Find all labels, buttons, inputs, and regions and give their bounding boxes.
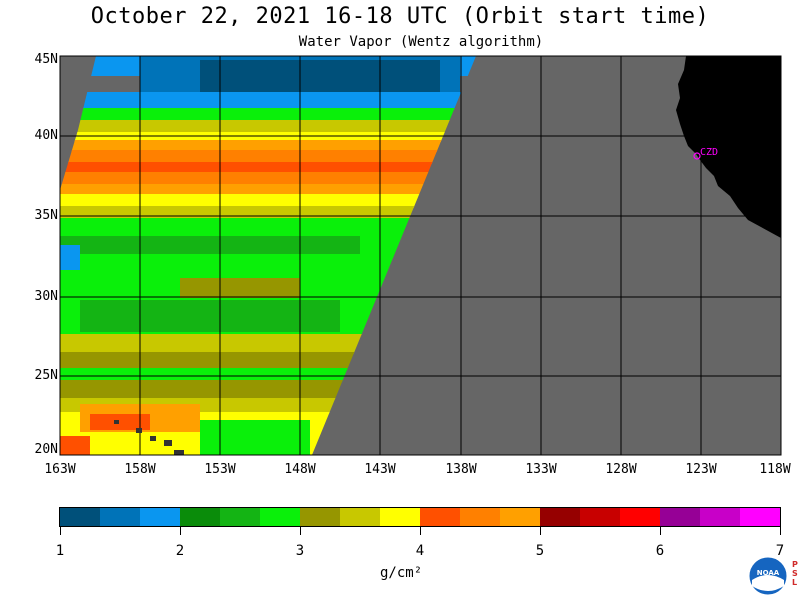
lat-label: 30N	[34, 289, 58, 304]
colorbar-segment	[460, 508, 500, 526]
lon-label: 138W	[445, 462, 477, 477]
colorbar-segment	[740, 508, 780, 526]
colorbar-tick	[180, 527, 181, 535]
lon-label: 163W	[44, 462, 76, 477]
svg-text:NOAA: NOAA	[757, 569, 780, 577]
colorbar-label: 2	[175, 543, 185, 559]
map-grid	[60, 56, 781, 455]
colorbar-tick	[300, 527, 301, 535]
colorbar-segment	[100, 508, 140, 526]
colorbar-segment	[620, 508, 660, 526]
colorbar-segment	[260, 508, 300, 526]
lat-label: 40N	[34, 128, 58, 143]
colorbar-tick	[60, 527, 61, 535]
lon-label: 133W	[525, 462, 557, 477]
map-title: October 22, 2021 16-18 UTC (Orbit start …	[90, 4, 710, 29]
lat-label: 35N	[34, 208, 58, 223]
colorbar-segment	[700, 508, 740, 526]
colorbar	[59, 507, 781, 527]
land-mass	[676, 56, 781, 238]
colorbar-segment	[380, 508, 420, 526]
colorbar-segment	[140, 508, 180, 526]
colorbar-segment	[500, 508, 540, 526]
lon-label: 118W	[759, 462, 791, 477]
colorbar-label: 7	[775, 543, 785, 559]
lat-label: 45N	[34, 52, 58, 67]
station-marker	[693, 152, 701, 160]
colorbar-segment	[540, 508, 580, 526]
colorbar-units: g/cm²	[380, 565, 423, 581]
lon-label: 123W	[685, 462, 717, 477]
colorbar-segment	[420, 508, 460, 526]
colorbar-segment	[300, 508, 340, 526]
colorbar-segment	[180, 508, 220, 526]
station-label: CZD	[700, 147, 719, 158]
colorbar-segment	[660, 508, 700, 526]
colorbar-segment	[580, 508, 620, 526]
colorbar-segment	[60, 508, 100, 526]
map-subtitle: Water Vapor (Wentz algorithm)	[298, 34, 544, 50]
colorbar-tick	[780, 527, 781, 535]
lat-label: 20N	[34, 442, 58, 457]
colorbar-label: 1	[55, 543, 65, 559]
lon-label: 153W	[204, 462, 236, 477]
colorbar-label: 6	[655, 543, 665, 559]
colorbar-segment	[220, 508, 260, 526]
lon-label: 148W	[284, 462, 316, 477]
lat-label: 25N	[34, 368, 58, 383]
colorbar-segment	[340, 508, 380, 526]
colorbar-tick	[420, 527, 421, 535]
colorbar-tick	[540, 527, 541, 535]
lon-label: 158W	[124, 462, 156, 477]
colorbar-label: 3	[295, 543, 305, 559]
hawaii-islands	[114, 420, 184, 455]
colorbar-label: 5	[535, 543, 545, 559]
colorbar-label: 4	[415, 543, 425, 559]
lon-label: 143W	[364, 462, 396, 477]
colorbar-tick	[660, 527, 661, 535]
lon-label: 128W	[605, 462, 637, 477]
noaa-logo: NOAA	[748, 556, 788, 596]
